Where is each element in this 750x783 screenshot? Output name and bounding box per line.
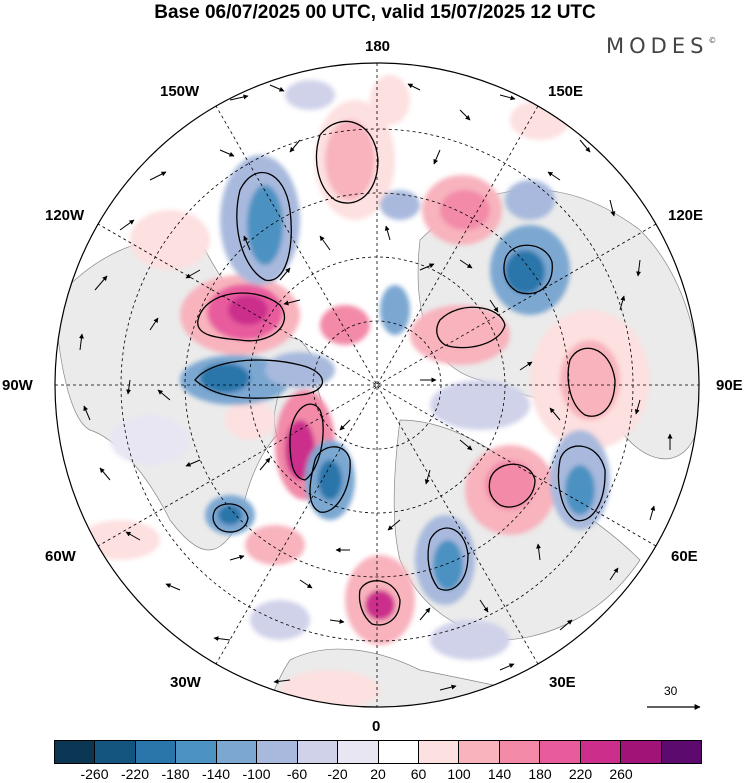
vector-reference-value: 30 [664, 684, 678, 698]
colorbar-tick-label: -140 [201, 766, 231, 782]
colorbar-box [134, 741, 176, 763]
wind-vectors [78, 83, 673, 691]
colorbar-tick-label: 220 [568, 766, 593, 782]
lon-label-120e: 120E [668, 207, 704, 224]
colorbar-box [55, 741, 95, 763]
colorbar-tick-label: -100 [242, 766, 271, 782]
colorbar-box [94, 741, 135, 763]
colorbar-tick-label: 100 [447, 766, 471, 782]
map-title: Base 06/07/2025 00 UTC, valid 15/07/2025… [154, 2, 596, 23]
lon-label-180: 180 [365, 38, 391, 55]
lon-label-0: 0 [372, 718, 381, 735]
colorbar-box [498, 741, 540, 763]
colorbar-tick-label: 180 [528, 766, 552, 782]
colorbar-tick-label: -20 [327, 766, 348, 782]
lon-label-30e: 30E [549, 674, 576, 691]
copyright-mark: © [708, 36, 717, 45]
modes-logo: MODES© [606, 34, 717, 58]
colorbar-ticks: -260 -220 -180 -140 -100 -60 -20 20 60 100 140 180 2… [54, 766, 702, 783]
lon-label-150e: 150E [548, 83, 584, 100]
lon-label-120w: 120W [45, 207, 85, 224]
colorbar-box [256, 741, 297, 763]
colorbar-tick-label: 60 [410, 766, 427, 782]
colorbar-box [377, 741, 418, 763]
colorbar-box [215, 741, 257, 763]
colorbar-box [458, 741, 499, 763]
colorbar-box [296, 741, 338, 763]
colorbar [54, 740, 702, 764]
colorbar-box [579, 741, 621, 763]
lon-label-60e: 60E [671, 548, 698, 565]
contour-lines [194, 120, 616, 626]
colorbar-tick-label: 140 [487, 766, 512, 782]
lon-label-30w: 30W [170, 674, 201, 691]
lon-label-150w: 150W [160, 83, 200, 100]
lon-label-90e: 90E [716, 377, 743, 394]
colorbar-box [337, 741, 378, 763]
colorbar-box [417, 741, 459, 763]
colorbar-tick-label: 260 [609, 766, 633, 782]
colorbar-box [539, 741, 580, 763]
lon-label-90w: 90W [2, 377, 33, 394]
colorbar-box [660, 741, 701, 763]
map-boundary [54, 62, 700, 708]
colorbar-tick-label: -180 [161, 766, 190, 782]
colorbar-tick-label: 20 [370, 766, 386, 782]
colorbar-tick-label: -220 [120, 766, 150, 782]
lon-label-60w: 60W [45, 548, 76, 565]
colorbar-box [175, 741, 216, 763]
colorbar-box [620, 741, 661, 763]
colorbar-tick-label: -260 [80, 766, 109, 782]
colorbar-tick-label: -60 [286, 766, 308, 782]
